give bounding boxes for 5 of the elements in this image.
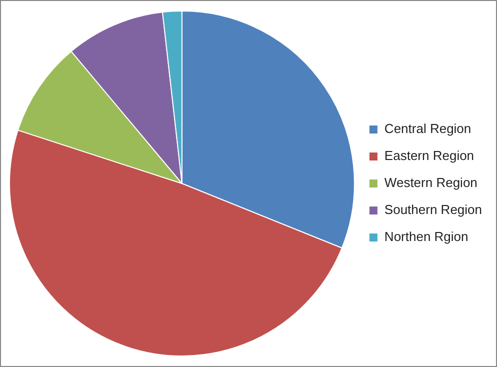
- legend-label: Southern Region: [384, 202, 482, 218]
- legend-label: Central Region: [384, 121, 472, 136]
- legend-label: Western Region: [384, 175, 478, 190]
- legend-label: Eastern Region: [384, 148, 474, 164]
- legend-label: Northen Rgion: [384, 229, 468, 244]
